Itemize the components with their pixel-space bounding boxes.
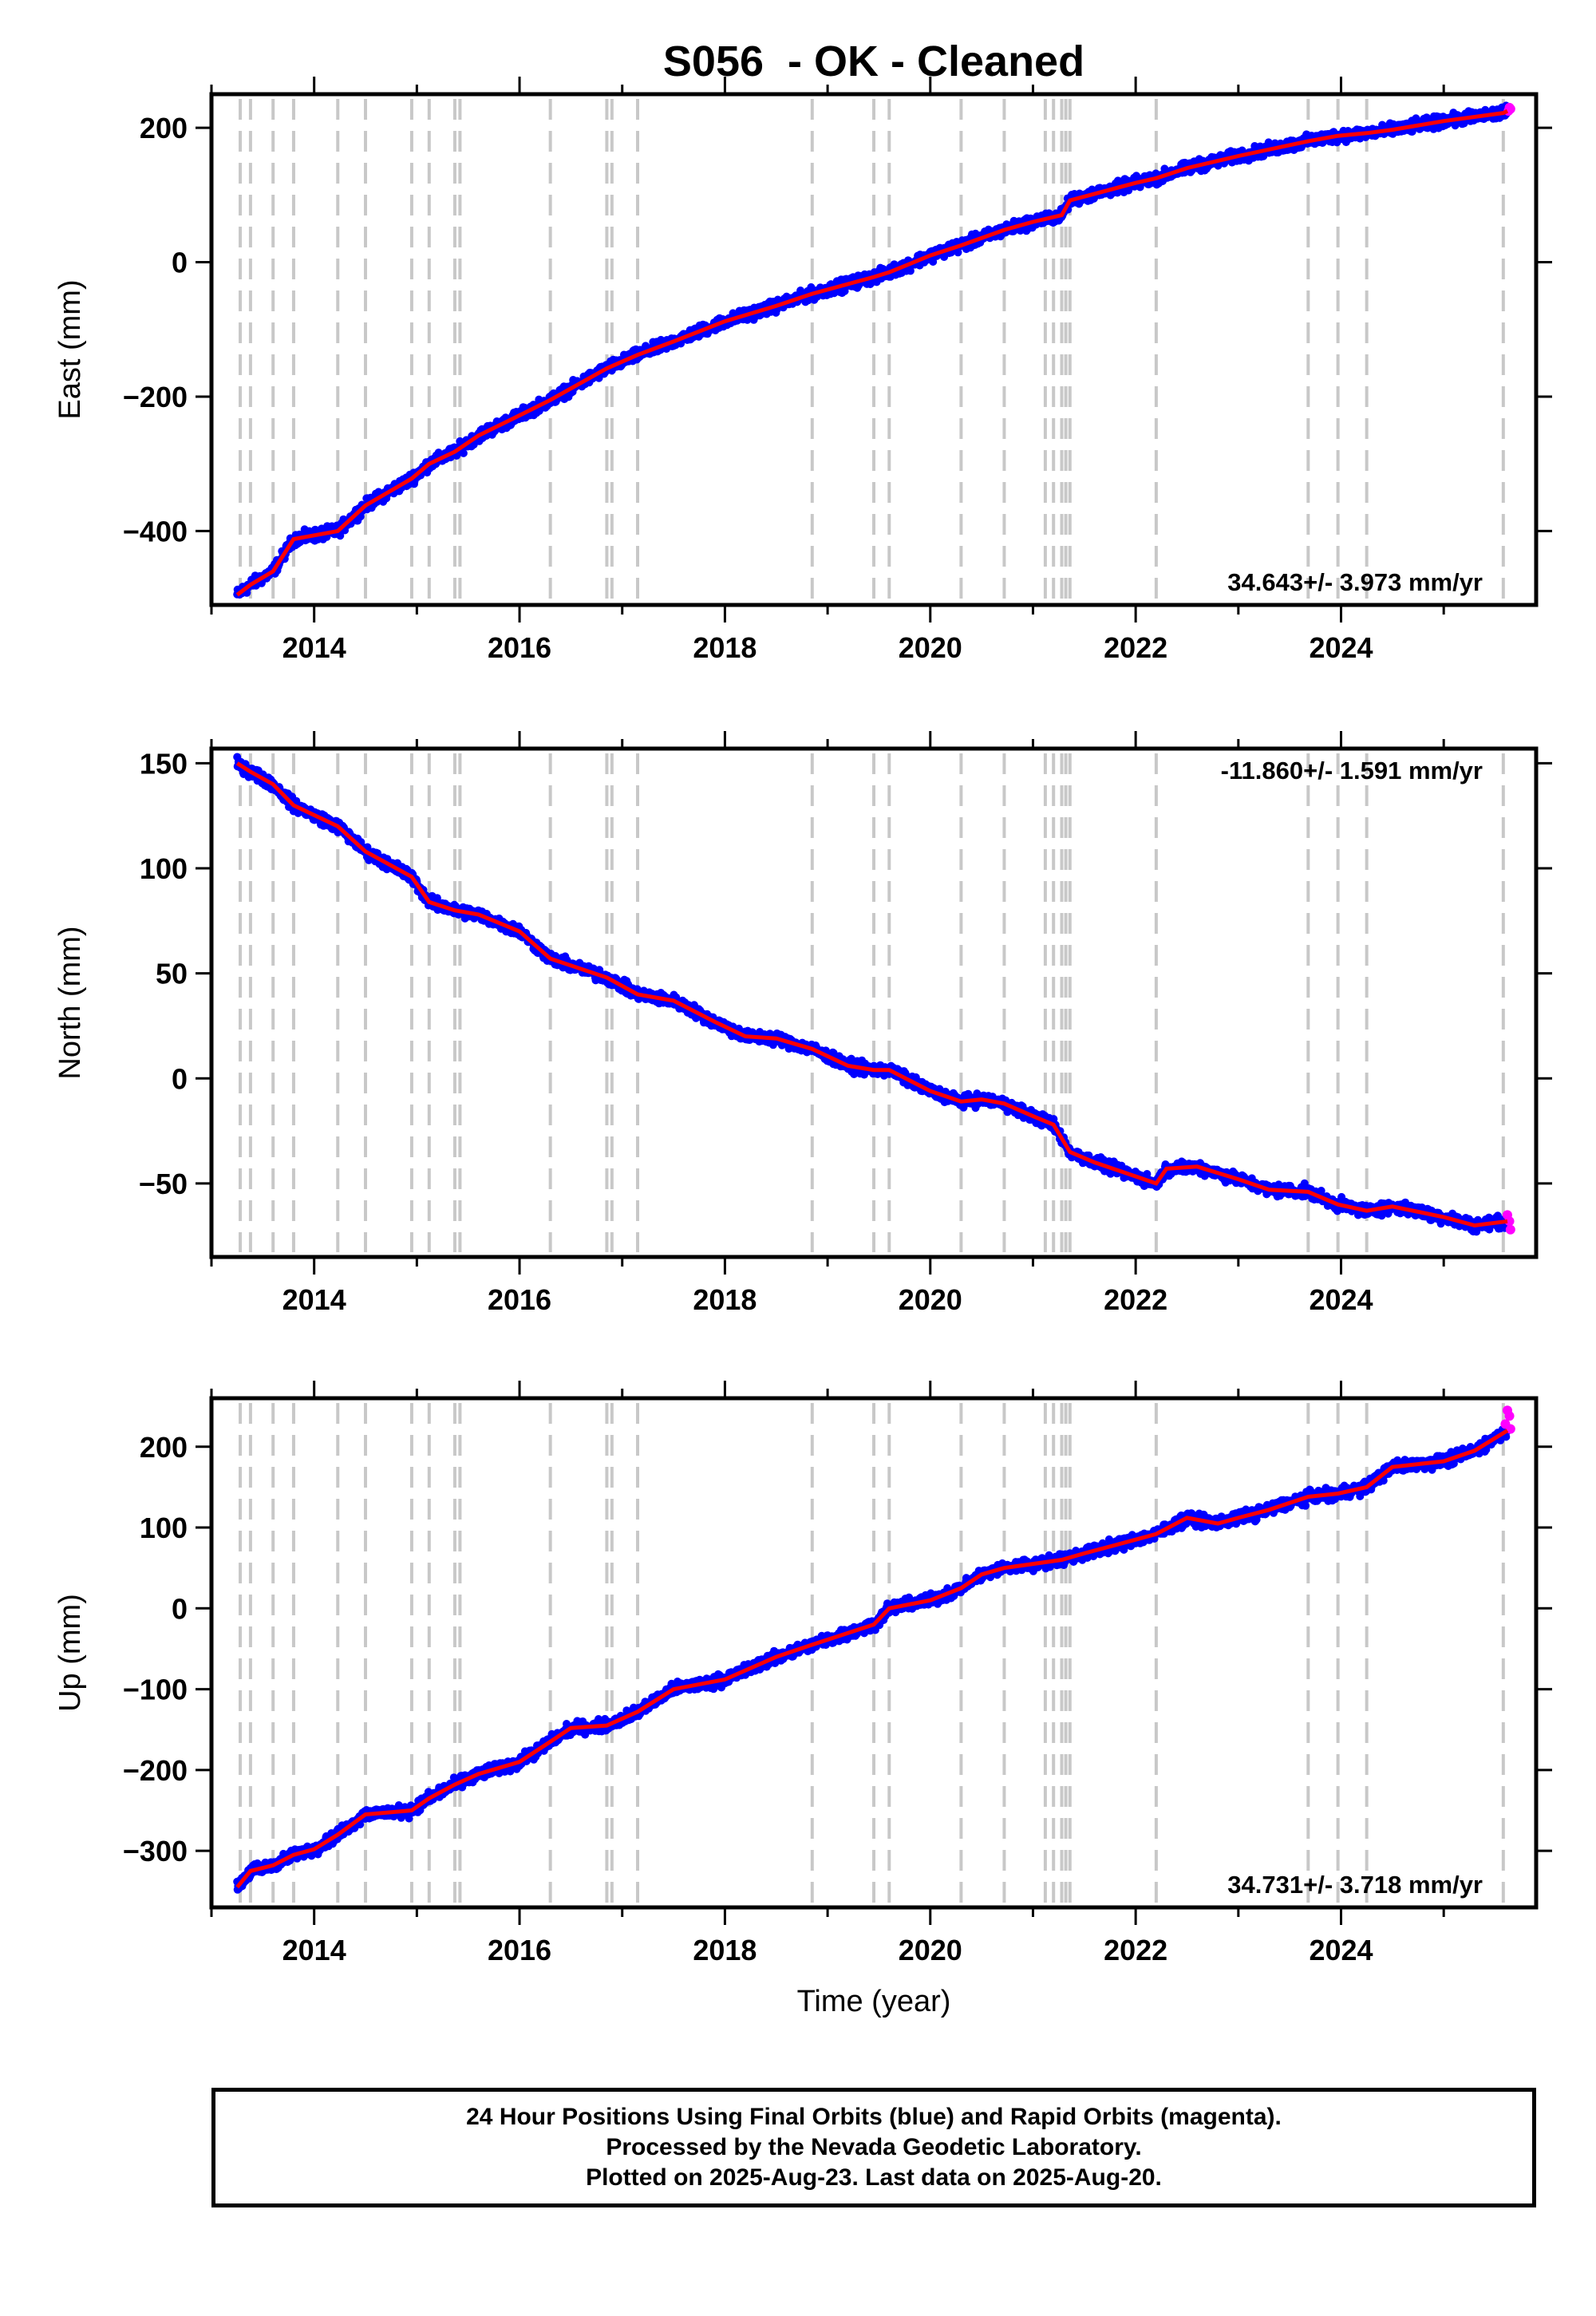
east-final-orbit-points [233, 101, 1511, 599]
east-rate-label: 34.643+/- 3.973 mm/yr [1227, 568, 1483, 596]
chart-title: S056 - OK - Cleaned [663, 38, 1084, 85]
east-model-line [235, 109, 1509, 597]
north-final-orbit-points [233, 753, 1511, 1236]
east-frame [209, 92, 1539, 607]
east-rapid-point [1505, 104, 1515, 114]
y-tick-label: 0 [172, 247, 188, 279]
north-panel: 2014 2016 2018 2020 2022 2024−50050100150Nort… [53, 731, 1552, 1316]
east-event-lines [239, 99, 1505, 600]
y-tick-label: −400 [123, 515, 188, 547]
x-tick-label: 2024 [1309, 631, 1373, 664]
x-tick-label: 2018 [693, 631, 757, 664]
east-x-axis: 2014 2016 2018 2020 2022 2024 [210, 77, 1445, 664]
y-tick-label: 200 [140, 112, 188, 144]
x-tick-label: 2014 [282, 631, 346, 664]
east-data-point [459, 449, 468, 457]
east-y-label: East (mm) [53, 279, 87, 419]
east-data-point [336, 532, 345, 540]
x-tick-label: 2016 [488, 631, 551, 664]
east-panel: 2014 2016 2018 2020 2022 2024 −400 −200 0 200 East… [53, 77, 1552, 664]
east-y-axis: −400 −200 0 200 [123, 112, 1552, 547]
x-tick-label: 2020 [899, 631, 962, 664]
x-tick-label: 2022 [1104, 631, 1167, 664]
north-data-point [433, 894, 441, 903]
y-tick-label: −200 [123, 381, 188, 413]
north-event-lines [239, 753, 1505, 1252]
